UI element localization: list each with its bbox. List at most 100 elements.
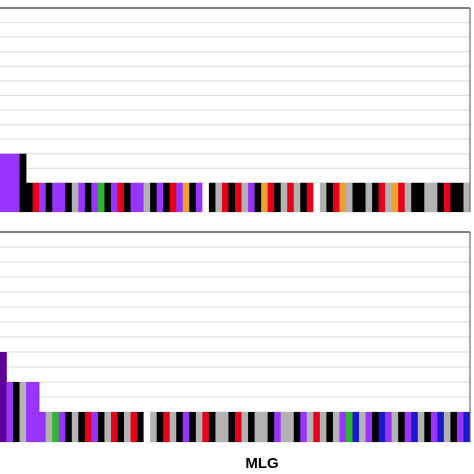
bar <box>261 412 268 442</box>
bar <box>274 182 281 212</box>
bar <box>169 182 177 212</box>
bar <box>424 412 432 442</box>
bar <box>6 153 14 212</box>
bar <box>78 182 86 212</box>
bar <box>110 412 118 442</box>
bar <box>241 412 249 442</box>
bar <box>411 412 419 442</box>
bar <box>326 412 334 442</box>
bar <box>450 412 458 442</box>
bar <box>254 182 262 212</box>
bar <box>248 412 255 442</box>
bar <box>65 412 73 442</box>
bar <box>404 182 412 212</box>
bar <box>150 182 157 212</box>
bar <box>137 182 144 212</box>
bar <box>104 182 112 212</box>
bar <box>319 412 327 442</box>
bar <box>26 382 33 442</box>
bar <box>117 412 125 442</box>
bar <box>280 182 288 212</box>
bar <box>143 412 151 442</box>
bar <box>65 182 73 212</box>
bar <box>443 412 451 442</box>
bar <box>150 412 157 442</box>
bar <box>293 412 301 442</box>
bar <box>267 412 275 442</box>
bar <box>195 182 203 212</box>
bar <box>241 182 249 212</box>
bar <box>13 382 20 442</box>
bar <box>293 182 301 212</box>
bar <box>365 182 373 212</box>
bar <box>463 182 471 212</box>
bar <box>274 412 281 442</box>
bar <box>450 182 458 212</box>
bar <box>45 182 53 212</box>
bar <box>430 412 438 442</box>
bar <box>430 182 438 212</box>
bar <box>130 182 138 212</box>
bar <box>359 412 366 442</box>
bar <box>228 182 236 212</box>
bar <box>52 412 60 442</box>
bar <box>169 412 177 442</box>
bar <box>0 352 7 442</box>
bar <box>332 412 340 442</box>
bar <box>19 382 27 442</box>
bar <box>6 382 14 442</box>
bar <box>326 182 334 212</box>
bar <box>391 412 399 442</box>
bar <box>456 182 464 212</box>
bar <box>91 182 99 212</box>
bar <box>443 182 451 212</box>
bar <box>163 182 171 212</box>
bar <box>306 412 314 442</box>
bar <box>45 412 53 442</box>
bar <box>182 182 190 212</box>
bar <box>104 412 112 442</box>
bar <box>437 182 445 212</box>
bar <box>391 182 399 212</box>
bar <box>332 182 340 212</box>
bar <box>208 412 216 442</box>
bar <box>378 412 386 442</box>
bar <box>404 412 412 442</box>
bar <box>359 182 366 212</box>
bar <box>221 182 229 212</box>
bar <box>248 182 255 212</box>
bar <box>97 182 105 212</box>
bar <box>287 412 295 442</box>
bar <box>228 412 236 442</box>
bar <box>78 412 86 442</box>
bar <box>424 182 432 212</box>
bar <box>202 182 210 212</box>
bar <box>417 412 425 442</box>
bar <box>84 412 92 442</box>
bar <box>0 153 7 212</box>
bar <box>195 412 203 442</box>
bar <box>156 182 164 212</box>
bar <box>32 382 40 442</box>
bar <box>130 412 138 442</box>
bar <box>345 182 353 212</box>
bar <box>385 412 392 442</box>
bar <box>456 412 464 442</box>
bar <box>124 182 131 212</box>
bar <box>189 182 197 212</box>
bar <box>97 412 105 442</box>
bar <box>52 182 60 212</box>
x-axis-label: MLG <box>245 455 278 472</box>
bar <box>267 182 275 212</box>
bar <box>163 412 171 442</box>
bar <box>58 182 66 212</box>
bar <box>189 412 197 442</box>
bar <box>32 182 40 212</box>
bar <box>372 412 379 442</box>
bar <box>339 182 347 212</box>
bar <box>345 412 353 442</box>
bar <box>117 182 125 212</box>
bar <box>339 412 347 442</box>
bar <box>110 182 118 212</box>
